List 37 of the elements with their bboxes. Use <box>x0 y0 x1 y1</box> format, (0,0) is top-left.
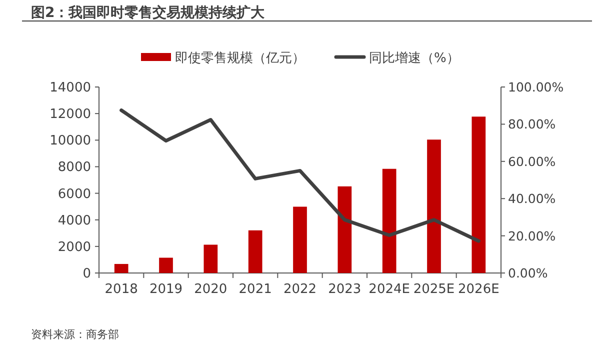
y2-tick-label: 60.00% <box>508 154 556 169</box>
bar <box>427 140 441 273</box>
text: 资料来源：商务部 <box>31 328 119 341</box>
x-tick-label: 2018 <box>104 282 138 297</box>
legend-label: 同比增速（%） <box>369 51 460 66</box>
bar <box>293 206 307 273</box>
x-tick-label: 2023 <box>328 282 362 297</box>
bar <box>338 186 352 273</box>
y-tick-label: 6000 <box>58 186 91 202</box>
bar <box>248 230 262 273</box>
bar <box>159 258 173 273</box>
y2-tick-label: 80.00% <box>508 116 556 132</box>
x-tick-label: 2020 <box>194 282 228 297</box>
x-tick-label: 2024E <box>368 282 410 297</box>
y-tick-label: 12000 <box>50 107 91 122</box>
x-tick-label: 2021 <box>238 282 272 297</box>
y-tick-label: 4000 <box>58 213 91 228</box>
y2-tick-label: 0.00% <box>508 266 548 280</box>
y-tick-label: 2000 <box>58 240 91 255</box>
x-tick-label: 2025E <box>413 282 455 297</box>
x-tick-label: 2019 <box>149 282 183 297</box>
bar <box>204 244 218 273</box>
bar <box>382 168 396 273</box>
y2-tick-label: 100.00% <box>508 80 564 94</box>
y-tick-label: 10000 <box>50 134 91 149</box>
y-tick-label: 0 <box>82 266 91 282</box>
x-tick-label: 2026E <box>458 282 500 297</box>
bar <box>472 116 486 273</box>
line-series <box>120 108 480 243</box>
y-tick-label: 8000 <box>58 160 91 176</box>
y2-tick-label: 20.00% <box>508 228 556 244</box>
x-tick-label: 2022 <box>283 282 317 297</box>
legend-label: 即使零售规模（亿元） <box>175 51 305 66</box>
y-tick-label: 14000 <box>50 80 91 96</box>
y2-tick-label: 40.00% <box>508 191 556 206</box>
bar <box>114 264 128 273</box>
chart-title: 图2：我国即时零售交易规模持续扩大 <box>31 4 266 21</box>
